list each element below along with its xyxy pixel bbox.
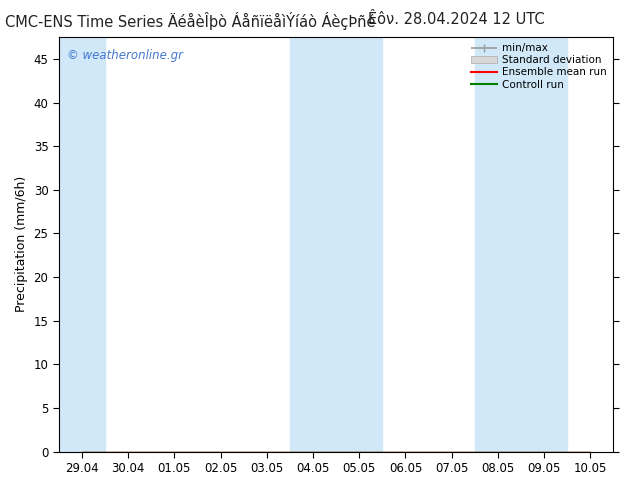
Bar xyxy=(290,37,382,452)
Text: © weatheronline.gr: © weatheronline.gr xyxy=(67,49,183,63)
Bar xyxy=(59,37,105,452)
Text: CMC-ENS Time Series ÄéåèÎþò ÁåñïëåìÝíáò ÁèçÞñé: CMC-ENS Time Series ÄéåèÎþò ÁåñïëåìÝíáò … xyxy=(5,12,375,30)
Text: Êôν. 28.04.2024 12 UTC: Êôν. 28.04.2024 12 UTC xyxy=(368,12,545,27)
Legend: min/max, Standard deviation, Ensemble mean run, Controll run: min/max, Standard deviation, Ensemble me… xyxy=(468,40,611,93)
Y-axis label: Precipitation (mm/6h): Precipitation (mm/6h) xyxy=(15,176,28,313)
Bar xyxy=(475,37,567,452)
